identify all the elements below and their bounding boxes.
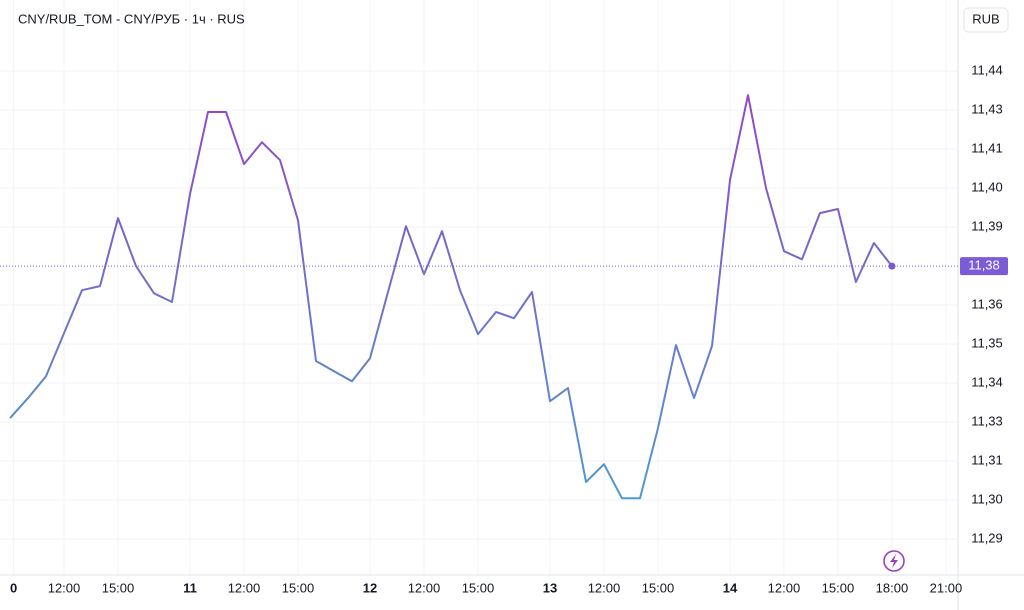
y-tick-label: 11,40 [971,180,1003,195]
x-tick-label: 0 [10,580,17,595]
y-tick-label: 11,43 [971,102,1003,117]
x-tick-label: 12 [363,580,377,595]
current-price-tag [960,257,1008,276]
y-tick-label: 11,36 [971,297,1003,312]
y-tick-label: 11,39 [971,219,1003,234]
x-tick-label: 14 [723,580,738,595]
x-tick-label: 21:00 [930,580,963,595]
x-tick-label: 12:00 [588,580,621,595]
currency-label[interactable]: RUB [972,11,999,26]
x-tick-label: 12:00 [768,580,801,595]
price-line [9,94,893,500]
y-tick-label: 11,29 [971,531,1003,546]
last-point [888,262,896,270]
current-price-label: 11,38 [968,258,1000,273]
x-tick-label: 11 [183,580,197,595]
x-tick-label: 12:00 [408,580,441,595]
x-tick-label: 12:00 [48,580,81,595]
y-tick-label: 11,41 [971,141,1003,156]
y-tick-label: 11,31 [971,453,1003,468]
y-tick-label: 11,35 [971,336,1003,351]
chart-title: CNY/RUB_TOM - CNY/РУБ · 1ч · RUS [18,11,245,26]
x-tick-label: 15:00 [462,580,495,595]
y-tick-label: 11,44 [971,63,1003,78]
x-tick-label: 18:00 [876,580,909,595]
y-tick-label: 11,30 [971,492,1003,507]
x-tick-label: 13 [543,580,557,595]
currency-button[interactable] [963,7,1009,33]
y-tick-label: 11,34 [971,375,1003,390]
y-tick-label: 11,33 [971,414,1003,429]
x-tick-label: 12:00 [228,580,261,595]
x-tick-label: 15:00 [642,580,675,595]
x-tick-label: 15:00 [282,580,315,595]
x-tick-label: 15:00 [822,580,855,595]
lightning-icon[interactable] [883,550,905,572]
x-tick-label: 15:00 [102,580,135,595]
